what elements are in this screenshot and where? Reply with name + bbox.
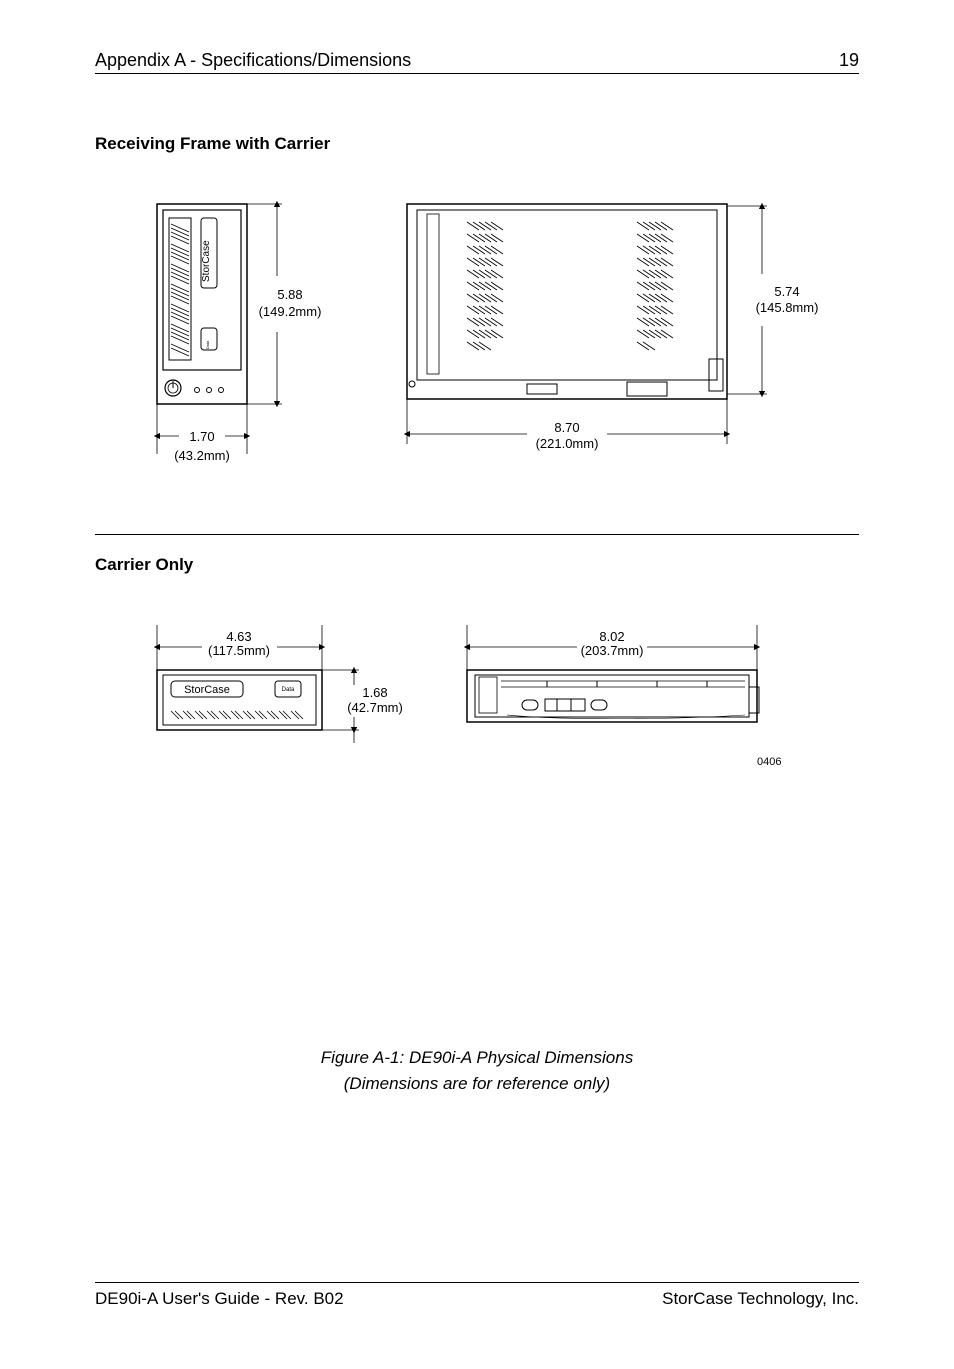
section-divider bbox=[95, 534, 859, 535]
brand-label: StorCase bbox=[201, 240, 212, 282]
svg-text:StorCase: StorCase bbox=[184, 684, 230, 696]
page-footer: DE90i-A User's Guide - Rev. B02 StorCase… bbox=[95, 1282, 859, 1309]
svg-text:(203.7mm): (203.7mm) bbox=[581, 643, 644, 658]
side-height-in: 5.74 bbox=[774, 284, 799, 299]
front-width-mm: (43.2mm) bbox=[174, 448, 230, 463]
receiving-frame-diagram: StorCase Data bbox=[95, 194, 859, 494]
side-height-mm: (145.8mm) bbox=[756, 300, 819, 315]
diagram-code: 0406 bbox=[757, 756, 781, 768]
svg-text:4.63: 4.63 bbox=[226, 629, 251, 644]
section1-title: Receiving Frame with Carrier bbox=[95, 134, 859, 154]
page-header: Appendix A - Specifications/Dimensions 1… bbox=[95, 50, 859, 74]
footer-left: DE90i-A User's Guide - Rev. B02 bbox=[95, 1289, 344, 1309]
side-width-in: 8.70 bbox=[554, 420, 579, 435]
svg-text:Data: Data bbox=[205, 340, 210, 349]
header-left: Appendix A - Specifications/Dimensions bbox=[95, 50, 411, 71]
svg-text:(42.7mm): (42.7mm) bbox=[347, 700, 403, 715]
section2-title: Carrier Only bbox=[95, 555, 859, 575]
side-width-mm: (221.0mm) bbox=[536, 436, 599, 451]
front-height-mm: (149.2mm) bbox=[259, 304, 322, 319]
front-width-in: 1.70 bbox=[189, 429, 214, 444]
svg-text:(117.5mm): (117.5mm) bbox=[208, 643, 270, 658]
footer-right: StorCase Technology, Inc. bbox=[662, 1289, 859, 1309]
figure-caption: Figure A-1: DE90i-A Physical Dimensions … bbox=[95, 1045, 859, 1096]
svg-text:Data: Data bbox=[282, 687, 295, 693]
carrier-only-diagram: 4.63 (117.5mm) StorCase Data 1.68 (42.7m… bbox=[95, 615, 859, 775]
page-number: 19 bbox=[839, 50, 859, 71]
figure-caption-line2: (Dimensions are for reference only) bbox=[95, 1071, 859, 1097]
svg-text:1.68: 1.68 bbox=[362, 685, 387, 700]
svg-text:8.02: 8.02 bbox=[599, 629, 624, 644]
front-height-in: 5.88 bbox=[277, 287, 302, 302]
figure-caption-line1: Figure A-1: DE90i-A Physical Dimensions bbox=[95, 1045, 859, 1071]
